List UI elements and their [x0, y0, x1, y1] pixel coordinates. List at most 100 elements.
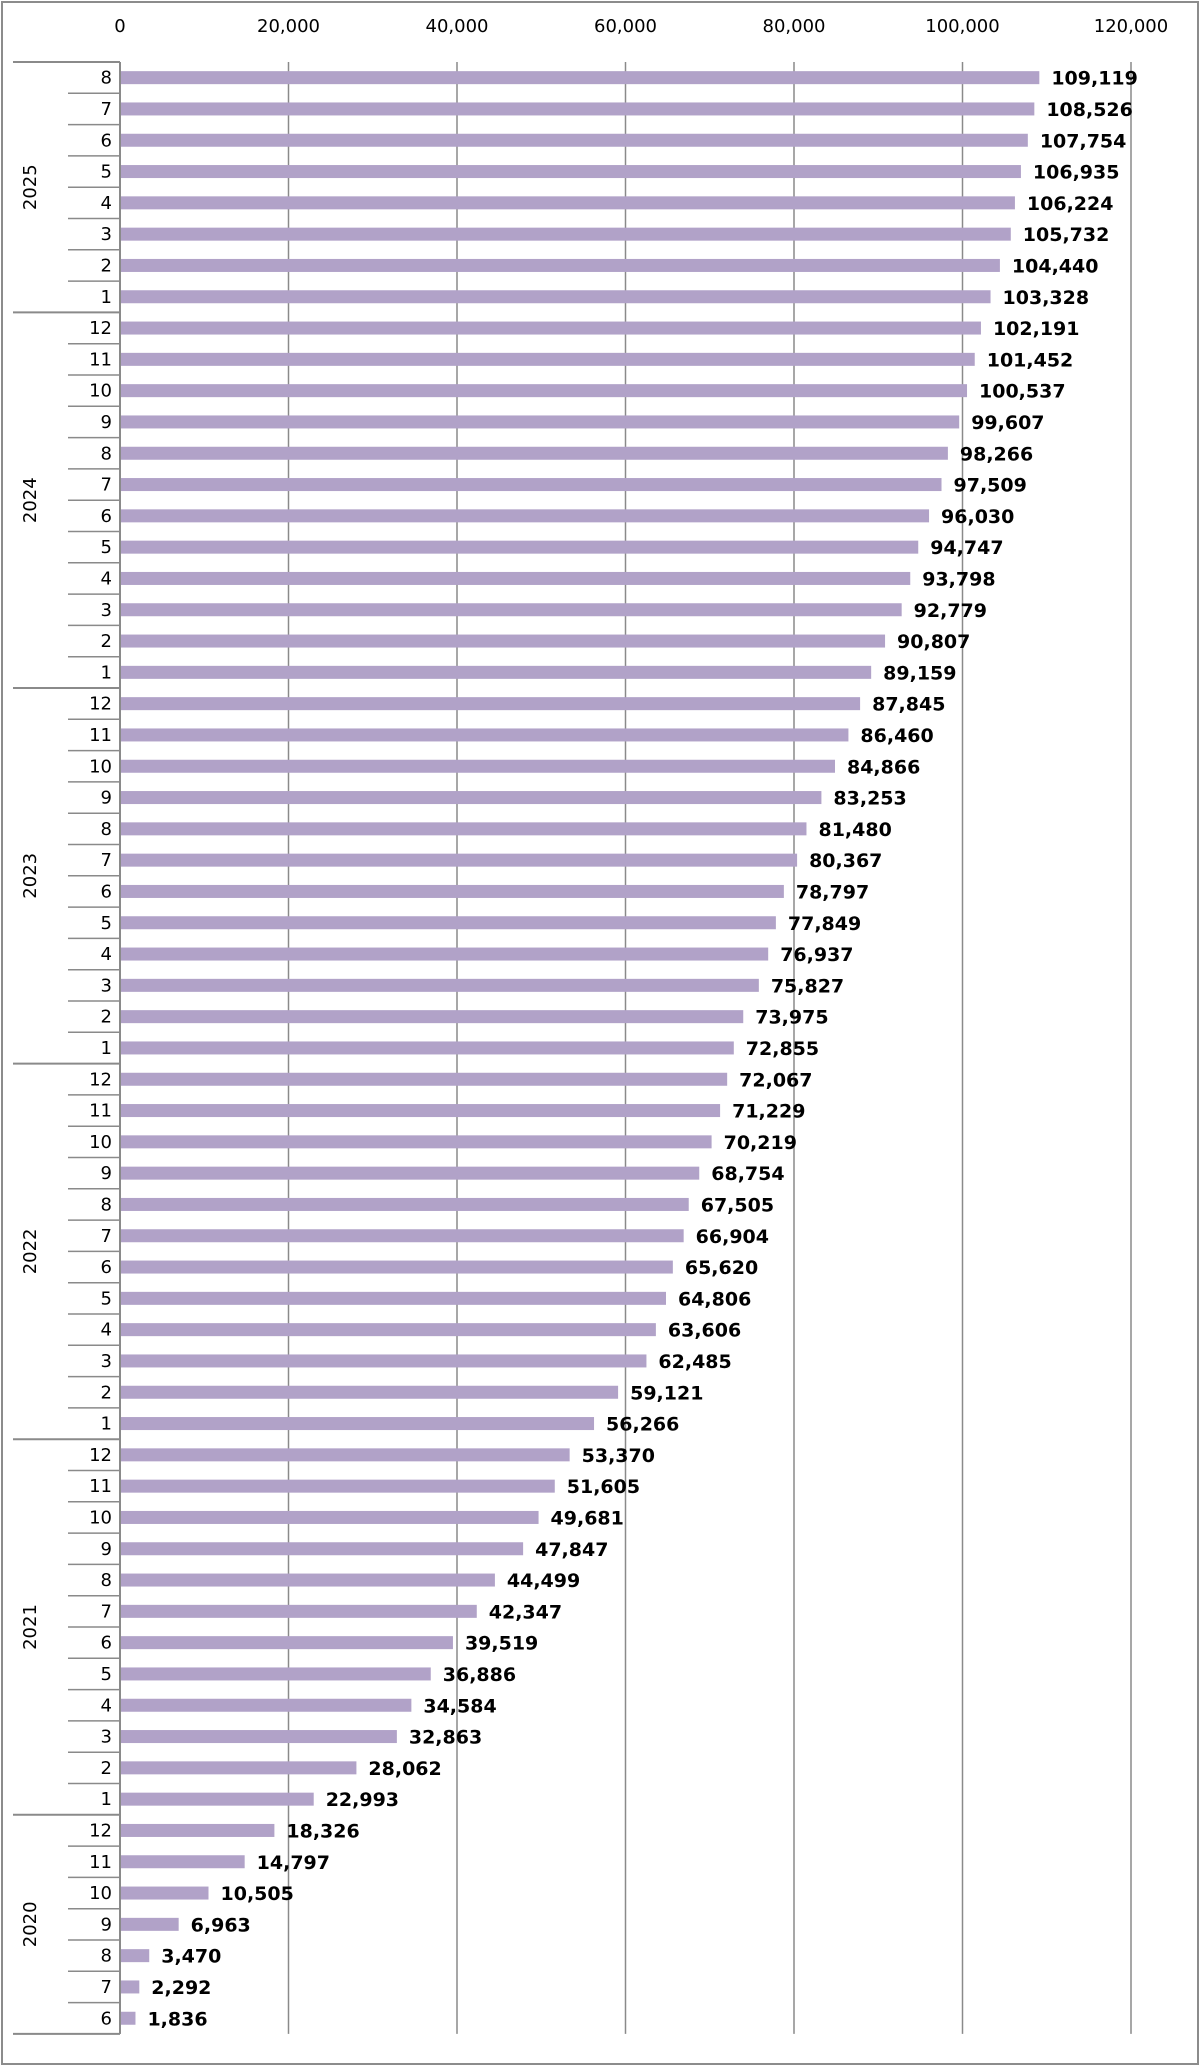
data-label: 93,798 [922, 568, 995, 590]
bar [121, 1542, 524, 1556]
month-label: 11 [89, 1476, 112, 1497]
bar [121, 1510, 539, 1524]
bar [121, 853, 798, 867]
bar [121, 603, 902, 617]
year-label: 2024 [20, 477, 41, 523]
month-label: 6 [101, 2008, 112, 2029]
month-label: 9 [101, 1163, 112, 1184]
year-label: 2023 [20, 853, 41, 899]
month-label: 9 [101, 788, 112, 809]
bar [121, 196, 1015, 210]
data-label: 102,191 [993, 318, 1080, 340]
month-label: 11 [89, 349, 112, 370]
month-label: 2 [101, 1382, 112, 1403]
data-label: 108,526 [1046, 99, 1133, 121]
month-label: 7 [101, 1226, 112, 1247]
bar [121, 71, 1040, 85]
bar [121, 1479, 555, 1493]
data-label: 73,975 [755, 1007, 828, 1029]
bar [121, 446, 948, 460]
month-label: 12 [89, 1069, 112, 1090]
month-label: 1 [101, 1414, 112, 1435]
month-label: 2 [101, 255, 112, 276]
data-label: 81,480 [818, 819, 891, 841]
x-tick-label: 120,000 [1094, 16, 1168, 37]
data-label: 100,537 [979, 381, 1066, 403]
bar [121, 352, 975, 366]
data-label: 18,326 [286, 1820, 359, 1842]
x-tick-label: 80,000 [763, 16, 826, 37]
month-label: 2 [101, 1007, 112, 1028]
bar [121, 791, 822, 805]
x-tick-label: 0 [114, 16, 125, 37]
x-tick-label: 100,000 [925, 16, 999, 37]
bar [121, 978, 759, 992]
bar [121, 884, 784, 898]
month-label: 9 [101, 412, 112, 433]
bar [121, 728, 849, 742]
month-label: 8 [101, 1194, 112, 1215]
data-label: 90,807 [897, 631, 970, 653]
data-label: 65,620 [685, 1257, 758, 1279]
year-label: 2021 [20, 1604, 41, 1650]
year-label: 2022 [20, 1228, 41, 1274]
data-label: 14,797 [257, 1852, 330, 1874]
bar [121, 1291, 666, 1305]
data-label: 106,224 [1027, 193, 1114, 215]
data-label: 99,607 [971, 412, 1044, 434]
bar [121, 1041, 734, 1055]
data-label: 67,505 [701, 1194, 774, 1216]
data-label: 70,219 [724, 1132, 797, 1154]
data-label: 80,367 [809, 850, 882, 872]
month-label: 12 [89, 694, 112, 715]
month-label: 8 [101, 443, 112, 464]
bar [121, 1604, 477, 1618]
month-label: 10 [89, 1507, 112, 1528]
month-label: 5 [101, 537, 112, 558]
data-label: 76,937 [780, 944, 853, 966]
data-label: 105,732 [1023, 224, 1110, 246]
month-label: 10 [89, 1883, 112, 1904]
bar [121, 697, 861, 711]
bar [121, 290, 991, 304]
data-label: 10,505 [221, 1883, 294, 1905]
bar [121, 665, 872, 679]
data-label: 104,440 [1012, 255, 1099, 277]
data-label: 64,806 [678, 1288, 751, 1310]
month-label: 10 [89, 1132, 112, 1153]
bar [121, 759, 835, 773]
x-tick-label: 20,000 [257, 16, 320, 37]
month-label: 11 [89, 1852, 112, 1873]
data-label: 39,519 [465, 1633, 538, 1655]
data-label: 2,292 [151, 1977, 211, 1999]
year-label: 2025 [20, 164, 41, 210]
month-label: 6 [101, 881, 112, 902]
x-tick-label: 40,000 [426, 16, 489, 37]
data-label: 75,827 [771, 975, 844, 997]
month-label: 10 [89, 381, 112, 402]
data-label: 72,855 [746, 1038, 819, 1060]
bar [121, 540, 919, 554]
month-label: 7 [101, 850, 112, 871]
bar [121, 227, 1011, 241]
bar [121, 258, 1000, 272]
data-label: 47,847 [535, 1539, 608, 1561]
data-label: 86,460 [860, 725, 933, 747]
bar [121, 1072, 728, 1086]
bar [121, 384, 968, 398]
month-label: 6 [101, 1257, 112, 1278]
month-label: 4 [101, 193, 112, 214]
month-label: 10 [89, 756, 112, 777]
bar [121, 1260, 673, 1274]
month-label: 3 [101, 224, 112, 245]
month-label: 7 [101, 475, 112, 496]
month-label: 3 [101, 975, 112, 996]
bar [121, 1354, 647, 1368]
month-label: 5 [101, 1664, 112, 1685]
month-label: 6 [101, 130, 112, 151]
data-label: 98,266 [960, 443, 1033, 465]
data-label: 66,904 [696, 1226, 769, 1248]
month-label: 9 [101, 1914, 112, 1935]
bar [121, 947, 769, 961]
